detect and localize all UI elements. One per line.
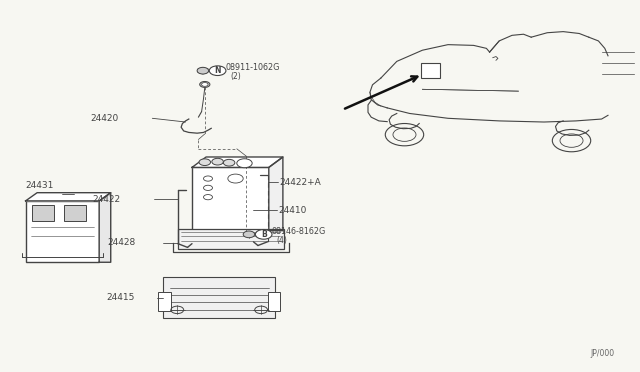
Circle shape bbox=[197, 67, 209, 74]
Circle shape bbox=[212, 158, 223, 165]
Polygon shape bbox=[99, 193, 111, 262]
Bar bbox=[192, 167, 269, 231]
Bar bbox=[32, 205, 54, 221]
Circle shape bbox=[223, 159, 235, 166]
Text: 24431: 24431 bbox=[26, 182, 54, 190]
Bar bbox=[268, 292, 280, 311]
Circle shape bbox=[237, 159, 252, 168]
Bar bbox=[64, 205, 86, 221]
Polygon shape bbox=[269, 157, 283, 231]
Bar bbox=[421, 63, 440, 78]
Bar bbox=[163, 277, 275, 318]
Text: 24420: 24420 bbox=[90, 114, 118, 123]
Circle shape bbox=[255, 230, 272, 239]
Circle shape bbox=[202, 83, 208, 86]
Text: 24428: 24428 bbox=[108, 238, 136, 247]
Text: (2): (2) bbox=[230, 72, 241, 81]
Text: 24415: 24415 bbox=[106, 293, 134, 302]
Circle shape bbox=[209, 66, 226, 76]
Polygon shape bbox=[192, 157, 283, 167]
Bar bbox=[26, 201, 99, 262]
Text: 24410: 24410 bbox=[278, 206, 307, 215]
Text: 24422+A: 24422+A bbox=[280, 178, 321, 187]
Bar bbox=[178, 229, 284, 249]
Text: 08911-1062G: 08911-1062G bbox=[225, 63, 280, 72]
Text: JP/000: JP/000 bbox=[590, 349, 614, 358]
Text: N: N bbox=[214, 66, 221, 75]
Text: B: B bbox=[261, 230, 266, 239]
Circle shape bbox=[243, 231, 255, 238]
Polygon shape bbox=[26, 193, 111, 201]
Text: 08146-8162G: 08146-8162G bbox=[271, 227, 326, 236]
Circle shape bbox=[200, 81, 210, 87]
Circle shape bbox=[199, 159, 211, 166]
Bar bbox=[158, 292, 171, 311]
Text: 24422: 24422 bbox=[92, 195, 120, 203]
Text: (4): (4) bbox=[276, 236, 287, 245]
